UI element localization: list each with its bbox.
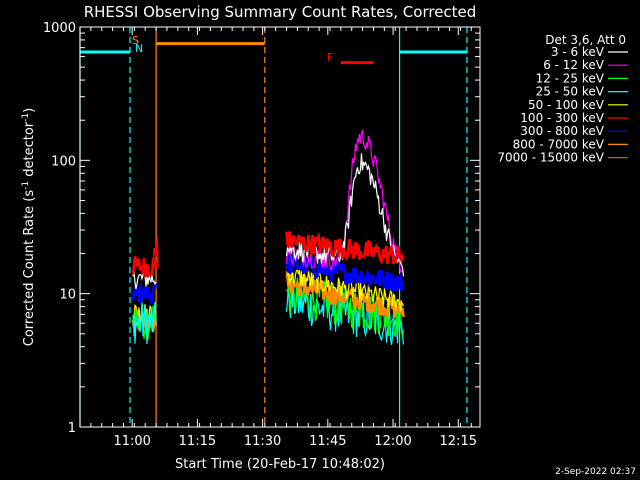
x-tick-label-5: 12:15 <box>440 434 477 449</box>
spike-s-marker <box>152 236 159 275</box>
chart-title: RHESSI Observing Summary Count Rates, Co… <box>84 3 477 21</box>
x-axis-label: Start Time (20-Feb-17 10:48:02) <box>175 457 385 472</box>
legend-label-8: 7000 - 15000 keV <box>497 151 604 165</box>
legend-label-4: 50 - 100 keV <box>528 98 605 112</box>
legend-label-3: 25 - 50 keV <box>536 85 605 99</box>
y-tick-label-3: 1000 <box>43 21 76 36</box>
y-tick-label-1: 10 <box>59 288 76 303</box>
legend-label-0: 3 - 6 keV <box>551 45 605 59</box>
x-tick-label-0: 11:00 <box>113 434 150 449</box>
series-line-100-300-keV-seg0 <box>131 256 158 278</box>
x-tick-label-2: 11:30 <box>244 434 281 449</box>
annotation-n: N <box>135 42 143 55</box>
x-tick-label-3: 11:45 <box>309 434 346 449</box>
legend-label-7: 800 - 7000 keV <box>513 137 605 151</box>
y-axis-label: Corrected Count Rate (s-1 detector-1) <box>21 108 37 346</box>
y-tick-label-2: 100 <box>51 154 76 169</box>
series-line-50-100-keV-seg1 <box>285 268 405 312</box>
legend-label-2: 12 - 25 keV <box>536 71 605 85</box>
series-line-100-300-keV-seg1 <box>285 231 405 265</box>
y-axis-label-mid: detector <box>22 121 37 181</box>
y-axis-label-end: ) <box>22 108 37 113</box>
y-axis-label-sup2: -1 <box>21 113 31 122</box>
plot-frame <box>79 26 481 428</box>
annotation-s: S <box>132 34 139 47</box>
y-tick-label-0: 1 <box>68 421 76 436</box>
legend-header: Det 3,6, Att 0 <box>545 33 626 47</box>
series-line-800-7000-keV-seg1 <box>285 273 405 319</box>
legend-label-5: 100 - 300 keV <box>520 111 604 125</box>
annotation-f: F <box>327 51 333 64</box>
y-axis-label-sup1: -1 <box>21 181 31 190</box>
footer-timestamp: 2-Sep-2022 02:37 <box>555 467 636 477</box>
legend-label-1: 6 - 12 keV <box>543 58 605 72</box>
series-line-25-50-keV-seg0 <box>132 302 157 345</box>
plot-marks: SN F <box>79 27 468 427</box>
series-line-25-50-keV-seg1 <box>285 280 405 345</box>
x-tick-label-1: 11:15 <box>179 434 216 449</box>
x-tick-label-4: 12:00 <box>374 434 411 449</box>
y-axis-label-main: Corrected Count Rate (s <box>22 190 37 347</box>
series-line-300-800-keV-seg0 <box>131 282 158 305</box>
axes: 11:00 11:15 11:30 11:45 12:00 12:15 1 10 100 1000 <box>43 21 480 449</box>
legend-label-6: 300 - 800 keV <box>520 124 604 138</box>
